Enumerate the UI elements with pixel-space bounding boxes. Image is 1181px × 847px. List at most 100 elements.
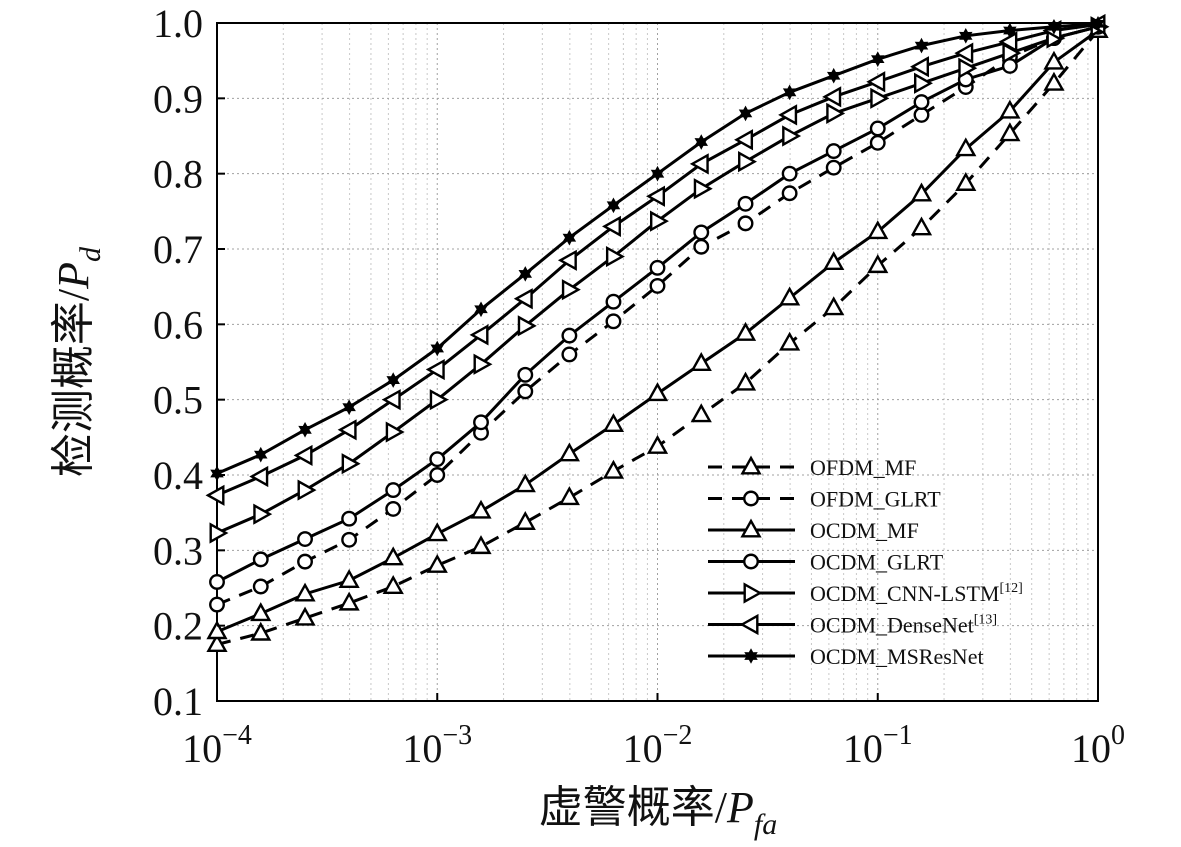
data-point-ofdm-mf: [910, 216, 933, 236]
data-point-ocdm-glrt: [825, 143, 842, 160]
data-point-ocdm-msresnet: [738, 105, 753, 122]
legend-marker: [744, 648, 758, 664]
data-point-ofdm-mf: [999, 122, 1021, 142]
data-point-ocdm-glrt: [693, 224, 710, 241]
data-point-ofdm-glrt: [561, 346, 578, 363]
data-point-ocdm-densenet: [646, 185, 665, 207]
data-point-ocdm-msresnet: [518, 266, 533, 282]
data-point-ocdm-mf: [426, 522, 448, 542]
y-tick-label: 0.1: [153, 679, 203, 724]
series-ocdm-msresnet: [210, 15, 1105, 482]
data-point-ocdm-densenet: [381, 389, 401, 411]
data-point-ocdm-cnn-lstm: [914, 72, 933, 94]
data-point-ocdm-mf: [910, 182, 933, 202]
data-point-ocdm-msresnet: [562, 229, 577, 246]
legend-label: OCDM_MF: [810, 518, 919, 543]
data-point-ocdm-msresnet: [650, 165, 665, 182]
y-tick-label: 0.5: [153, 378, 203, 423]
legend-marker: [740, 518, 762, 538]
legend-marker: [743, 582, 763, 604]
x-axis-title-text: 虚警概率: [539, 783, 715, 832]
data-point-ofdm-mf: [1043, 71, 1065, 91]
data-point-ocdm-mf: [955, 137, 977, 157]
legend-marker: [743, 490, 759, 507]
legend-label: OCDM_GLRT: [810, 550, 944, 575]
data-point-ofdm-glrt: [869, 134, 886, 151]
data-point-ofdm-glrt: [605, 313, 622, 330]
data-point-ocdm-mf: [734, 321, 757, 341]
legend-marker: [743, 553, 759, 570]
data-point-ofdm-mf: [558, 486, 580, 506]
x-axis-title-symbol: P: [726, 783, 754, 832]
data-point-ofdm-mf: [823, 296, 845, 316]
data-point-ofdm-mf: [294, 606, 316, 626]
data-point-ofdm-glrt: [297, 553, 313, 570]
data-point-ofdm-glrt: [649, 277, 666, 294]
data-point-ocdm-densenet: [778, 104, 798, 126]
data-point-ocdm-msresnet: [254, 446, 268, 463]
data-point-ocdm-glrt: [252, 551, 269, 568]
data-point-ocdm-cnn-lstm: [738, 151, 757, 173]
legend-entry-ocdm-msresnet: OCDM_MSResNet: [708, 644, 984, 669]
data-point-ofdm-glrt: [385, 500, 402, 517]
data-point-ocdm-cnn-lstm: [209, 522, 229, 544]
data-point-ofdm-mf: [514, 511, 536, 530]
y-tick-label: 0.2: [153, 604, 203, 649]
data-point-ocdm-glrt: [341, 510, 358, 527]
x-axis-title-subscript: fa: [754, 808, 777, 841]
data-point-ocdm-msresnet: [694, 134, 709, 150]
data-point-ocdm-densenet: [689, 153, 709, 175]
legend-label: OFDM_MF: [810, 455, 916, 480]
legend-entry-ocdm-mf: OCDM_MF: [708, 518, 919, 543]
data-point-ocdm-mf: [470, 499, 492, 519]
data-point-ocdm-glrt: [297, 531, 313, 547]
data-point-ocdm-msresnet: [606, 197, 621, 214]
data-point-ocdm-cnn-lstm: [693, 178, 713, 200]
data-point-ocdm-densenet: [998, 31, 1018, 53]
y-axis-ticks: 0.1 0.2 0.3 0.4 0.5 0.6 0.7 0.8 0.9 1.0: [153, 1, 225, 724]
legend-entry-ofdm-glrt: OFDM_GLRT: [708, 487, 941, 512]
y-axis-title: 检测概率/Pd: [49, 246, 107, 477]
x-tick-label: 10−4: [182, 720, 252, 771]
data-point-ocdm-cnn-lstm: [561, 279, 581, 301]
x-tick-label: 10−2: [623, 720, 693, 771]
data-point-ocdm-glrt: [649, 259, 666, 276]
y-axis-title-subscript: d: [74, 246, 107, 262]
data-point-ocdm-mf: [206, 620, 228, 640]
data-point-ofdm-mf: [426, 553, 448, 573]
data-point-ofdm-glrt: [341, 531, 358, 548]
series-ocdm-mf: [206, 19, 1109, 640]
data-point-ofdm-glrt: [429, 467, 446, 483]
data-point-ocdm-densenet: [293, 444, 313, 467]
data-point-ocdm-mf: [999, 99, 1021, 119]
data-point-ocdm-glrt: [781, 165, 798, 182]
x-axis-ticks: 10−4 10−3 10−2 10−1 100: [182, 693, 1125, 771]
data-point-ocdm-densenet: [910, 56, 930, 78]
data-point-ofdm-mf: [955, 172, 977, 191]
series-ocdm-glrt: [209, 18, 1106, 590]
data-point-ocdm-densenet: [734, 129, 754, 151]
y-tick-label: 0.9: [153, 76, 203, 121]
data-point-ocdm-mf: [867, 220, 889, 240]
y-axis-title-symbol: P: [49, 262, 98, 290]
data-point-ocdm-densenet: [469, 324, 489, 346]
data-point-ocdm-glrt: [429, 451, 446, 468]
x-tick-label: 10−1: [843, 720, 913, 771]
data-point-ocdm-cnn-lstm: [429, 389, 449, 411]
data-point-ocdm-mf: [294, 582, 316, 602]
data-point-ofdm-mf: [867, 254, 889, 274]
x-tick-label: 10−3: [402, 720, 472, 771]
data-point-ocdm-densenet: [601, 215, 621, 237]
data-point-ocdm-cnn-lstm: [297, 479, 317, 501]
legend-label: OFDM_GLRT: [810, 487, 941, 512]
legend-entry-ocdm-densenet: OCDM_DenseNet[13]: [708, 613, 997, 638]
y-tick-label: 0.8: [153, 152, 203, 197]
data-point-ocdm-msresnet: [959, 28, 973, 44]
data-point-ocdm-msresnet: [342, 399, 356, 415]
legend-label: OCDM_DenseNet[13]: [810, 613, 997, 638]
data-point-ocdm-cnn-lstm: [341, 453, 361, 475]
data-point-ocdm-densenet: [822, 86, 842, 108]
data-point-ocdm-msresnet: [210, 465, 224, 482]
data-point-ofdm-mf: [250, 621, 272, 641]
